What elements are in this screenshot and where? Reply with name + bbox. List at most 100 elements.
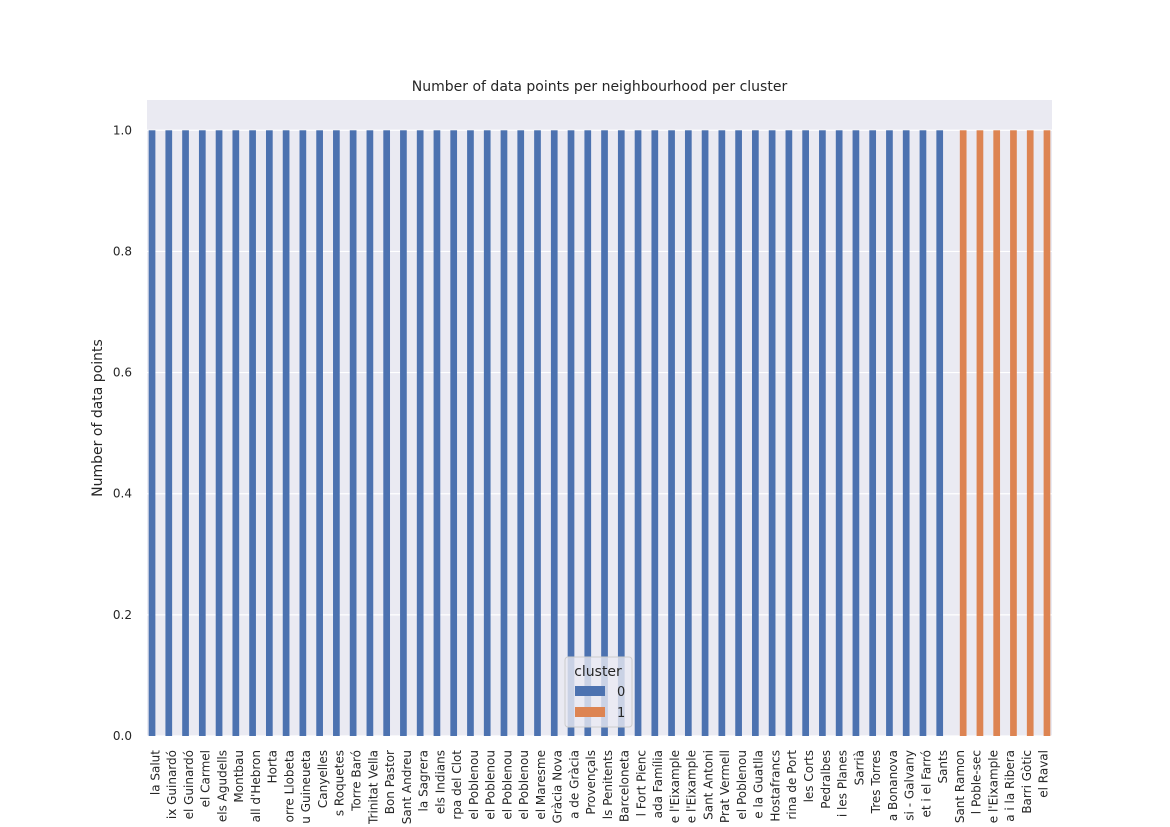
bar <box>1026 130 1034 737</box>
x-tick-label: la Sagrera <box>417 750 431 811</box>
y-tick-label: 0.4 <box>113 487 132 501</box>
x-tick-label: Horta <box>266 750 280 783</box>
bar <box>383 130 391 737</box>
bar <box>718 130 726 737</box>
bar <box>534 130 541 737</box>
x-tick-label: els Indians <box>433 750 447 814</box>
bar <box>517 130 525 737</box>
bar <box>668 130 675 737</box>
bar <box>835 130 843 737</box>
bar <box>249 130 256 737</box>
bar <box>785 130 793 737</box>
legend-label: 0 <box>617 685 625 700</box>
bar <box>617 130 625 737</box>
bar <box>198 130 206 737</box>
x-tick-label: Sarrià <box>852 750 866 785</box>
x-tick-label: orre Llobeta <box>282 750 296 822</box>
bar <box>215 130 223 737</box>
bar <box>165 130 173 737</box>
x-tick-label: el Poblenou <box>484 750 498 820</box>
bar <box>450 130 458 737</box>
x-tick-label: Tres Torres <box>869 750 883 814</box>
bar <box>333 130 340 737</box>
x-tick-label: u Guineueta <box>299 750 313 824</box>
x-tick-label: ix Guinardó <box>165 750 179 819</box>
x-tick-label: all d'Hebron <box>249 750 263 822</box>
bar <box>919 130 927 737</box>
x-tick-label: la Salut <box>148 750 162 795</box>
bar <box>601 130 608 737</box>
y-axis-ticks: 0.0 0.2 0.4 0.6 0.8 1.0 <box>113 123 132 743</box>
y-tick-label: 0.2 <box>113 608 132 622</box>
gridlines <box>147 129 1052 737</box>
bar <box>869 130 877 737</box>
x-tick-label: Prat Vermell <box>718 750 732 823</box>
bar <box>701 130 709 737</box>
x-tick-label: Sant Ramon <box>953 750 967 823</box>
bar <box>282 130 290 737</box>
bar <box>366 130 374 737</box>
bar <box>500 130 508 737</box>
x-tick-label: l Fort Pienc <box>634 750 648 816</box>
bar <box>349 130 357 737</box>
bar <box>735 130 742 737</box>
x-tick-label: rina de Port <box>785 750 799 820</box>
bar <box>936 130 944 737</box>
bar <box>768 130 776 737</box>
bar <box>819 130 826 737</box>
bar <box>550 130 558 737</box>
x-tick-label: els Agudells <box>215 750 229 822</box>
chart-title: Number of data points per neighbourhood … <box>412 79 788 95</box>
bar <box>684 130 692 737</box>
x-tick-label: el Poblenou <box>517 750 531 820</box>
y-axis-title: Number of data points <box>90 339 106 497</box>
x-tick-label: s Roquetes <box>333 750 347 816</box>
x-tick-label: Pedralbes <box>819 750 833 809</box>
bar <box>902 130 910 737</box>
bar <box>148 130 156 737</box>
bar <box>886 130 893 737</box>
bar <box>316 130 323 737</box>
legend-swatch <box>575 707 605 717</box>
bar <box>993 130 1001 737</box>
y-tick-label: 0.8 <box>113 244 132 258</box>
x-tick-label: a i la Ribera <box>1003 750 1017 822</box>
x-tick-label: e la Guatlla <box>752 750 766 819</box>
x-tick-label: Barceloneta <box>618 750 632 822</box>
x-tick-label: Provençals <box>584 750 598 815</box>
x-tick-label: e l'Eixample <box>986 750 1000 823</box>
x-tick-label: a de Gràcia <box>567 750 581 819</box>
bar <box>1010 130 1017 737</box>
x-tick-label: el Carmel <box>199 750 213 807</box>
bar <box>416 130 424 737</box>
legend-swatch <box>575 686 605 696</box>
x-tick-label: si - Galvany <box>903 750 917 821</box>
x-tick-label: et i el Farró <box>919 750 933 817</box>
y-tick-label: 1.0 <box>113 123 132 137</box>
y-tick-label: 0.0 <box>113 729 132 743</box>
bar <box>567 130 575 737</box>
x-tick-label: Trinitat Vella <box>366 750 380 825</box>
bar <box>433 130 441 737</box>
bar <box>483 130 491 737</box>
bar <box>182 130 189 737</box>
y-tick-label: 0.6 <box>113 366 132 380</box>
x-tick-label: el Raval <box>1037 750 1051 798</box>
x-axis-labels: la Salut ix Guinardó el Guinardó el Carmel e… <box>148 750 1050 825</box>
x-tick-label: Hostafrancs <box>768 750 782 822</box>
bar <box>634 130 642 737</box>
legend-label: 1 <box>617 706 625 721</box>
bar <box>299 130 307 737</box>
x-tick-label: ada Família <box>651 750 665 818</box>
x-tick-label: Sant Antoni <box>701 750 715 820</box>
x-tick-label: Barri Gòtic <box>1020 750 1034 814</box>
x-tick-label: Gràcia Nova <box>551 750 565 823</box>
x-tick-label: Canyelles <box>316 750 330 808</box>
legend-title: cluster <box>574 664 622 680</box>
bar <box>232 130 240 737</box>
x-tick-label: el Poblenou <box>500 750 514 820</box>
bar <box>752 130 759 737</box>
bar <box>651 130 659 737</box>
bar <box>802 130 809 737</box>
